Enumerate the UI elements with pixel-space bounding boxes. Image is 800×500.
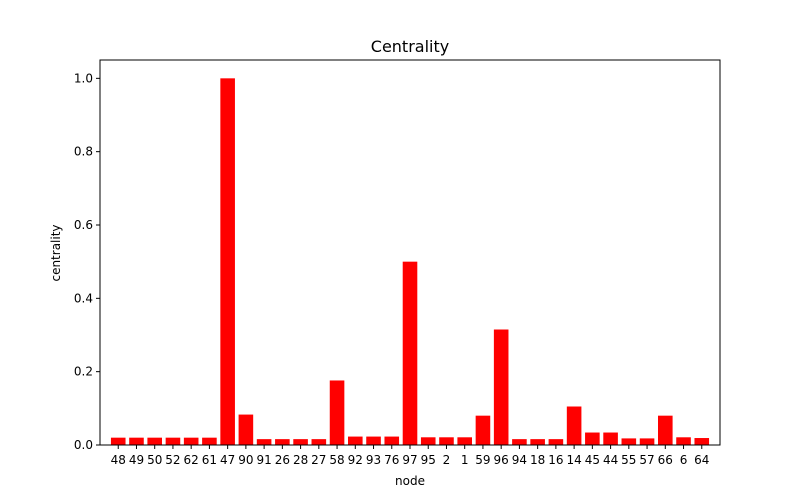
x-tick-label: 26 [275, 453, 290, 467]
x-tick-label: 55 [621, 453, 636, 467]
x-axis-label: node [395, 474, 425, 488]
bar-16 [548, 439, 564, 445]
x-tick-label: 45 [585, 453, 600, 467]
y-tick-label: 0.0 [74, 438, 93, 452]
y-tick-label: 0.8 [74, 145, 93, 159]
x-tick-label: 91 [256, 453, 271, 467]
plot-frame [99, 59, 721, 446]
bar-27 [311, 439, 327, 445]
bar-57 [639, 438, 655, 445]
bars-group [110, 78, 710, 445]
x-tick-label: 48 [111, 453, 126, 467]
x-tick-label: 95 [421, 453, 436, 467]
bar-44 [603, 432, 618, 445]
x-tick-label: 14 [566, 453, 581, 467]
y-tick-label: 0.6 [74, 218, 93, 232]
bar-49 [129, 437, 144, 445]
bar-91 [256, 439, 272, 445]
x-tick-label: 94 [512, 453, 527, 467]
bar-2 [439, 437, 454, 445]
bar-48 [110, 437, 126, 445]
bar-55 [621, 438, 637, 445]
x-tick-label: 64 [694, 453, 709, 467]
x-tick-label: 2 [443, 453, 451, 467]
y-tick-label: 0.2 [74, 365, 93, 379]
bar-94 [512, 439, 527, 445]
bar-6 [676, 437, 691, 445]
x-tick-label: 44 [603, 453, 618, 467]
bar-76 [384, 436, 400, 445]
bar-58 [329, 380, 345, 445]
bar-66 [658, 415, 673, 445]
x-tick-label: 90 [238, 453, 253, 467]
bar-1 [457, 437, 472, 445]
bar-61 [202, 437, 217, 445]
x-tick-label: 61 [202, 453, 217, 467]
bar-52 [165, 437, 181, 445]
x-tick-label: 57 [639, 453, 654, 467]
bar-18 [530, 439, 545, 445]
x-tick-label: 59 [475, 453, 490, 467]
x-tick-label: 18 [530, 453, 545, 467]
bar-92 [348, 436, 363, 445]
bar-90 [238, 414, 254, 445]
bar-62 [183, 437, 199, 445]
x-tick-label: 62 [184, 453, 199, 467]
x-tick-label: 96 [494, 453, 509, 467]
x-axis-ticks: 48 49 50 52 62 61 47 90 91 26 28 27 58 92 93 76 97 95 2 1 59… [111, 445, 709, 467]
bar-26 [275, 439, 290, 445]
bar-64 [694, 438, 710, 445]
bar-93 [366, 436, 381, 445]
bar-97 [402, 261, 418, 445]
x-tick-label: 27 [311, 453, 326, 467]
x-tick-label: 28 [293, 453, 308, 467]
x-tick-label: 76 [384, 453, 399, 467]
bar-96 [493, 329, 509, 445]
bar-45 [585, 432, 600, 445]
bar-59 [475, 415, 491, 445]
x-tick-label: 93 [366, 453, 381, 467]
bar-47 [220, 78, 235, 445]
bar-95 [420, 437, 436, 445]
x-tick-label: 66 [658, 453, 673, 467]
y-tick-label: 0.4 [74, 291, 93, 305]
x-tick-label: 50 [147, 453, 162, 467]
x-tick-label: 49 [129, 453, 144, 467]
x-tick-label: 6 [680, 453, 688, 467]
x-tick-label: 52 [165, 453, 180, 467]
chart-title: Centrality [371, 37, 449, 56]
bar-28 [293, 439, 308, 445]
y-axis-label: centrality [49, 224, 63, 281]
x-tick-label: 47 [220, 453, 235, 467]
x-tick-label: 58 [329, 453, 344, 467]
x-tick-label: 1 [461, 453, 469, 467]
bar-50 [147, 437, 162, 445]
bar-14 [566, 406, 582, 445]
x-tick-label: 92 [348, 453, 363, 467]
y-tick-label: 1.0 [74, 71, 93, 85]
x-tick-label: 97 [402, 453, 417, 467]
x-tick-label: 16 [548, 453, 563, 467]
y-axis-ticks: 0.0 0.2 0.4 0.6 0.8 1.0 [74, 71, 100, 452]
